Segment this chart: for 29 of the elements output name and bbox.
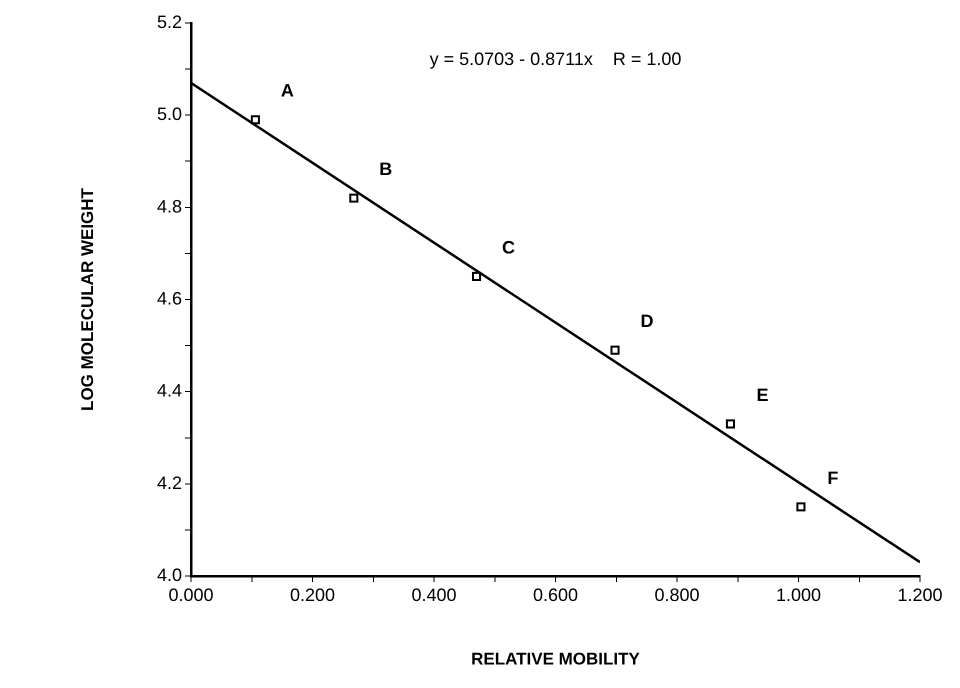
x-tick-label: 0.800 <box>654 584 700 605</box>
annotation: A <box>280 80 294 101</box>
x-axis-title: RELATIVE MOBILITY <box>471 649 641 668</box>
annotation: F <box>827 468 838 488</box>
point <box>726 419 735 428</box>
x-tick-label: 0.600 <box>532 584 578 605</box>
y-tick-label: 4.0 <box>156 564 182 585</box>
y-axis-title: LOG MOLECULAR WEIGHT <box>78 187 97 411</box>
annotation: D <box>640 311 654 332</box>
point <box>796 502 806 512</box>
y-tick-label: 4.4 <box>156 380 182 401</box>
y-tick-label: 4.2 <box>156 472 182 493</box>
point <box>472 272 482 281</box>
y-tick-label: 5.2 <box>156 12 182 32</box>
point <box>349 194 358 203</box>
annotation: y = 5.0703 - 0.8711x R = 1.00 <box>430 48 682 69</box>
y-tick-label: 4.8 <box>156 196 182 216</box>
y-tick-label: 4.6 <box>156 288 182 308</box>
annotation: C <box>502 237 516 258</box>
annotation: B <box>379 159 392 180</box>
point <box>610 346 620 355</box>
y-tick-label: 5.0 <box>156 104 182 124</box>
x-tick-label: 0.200 <box>290 584 336 605</box>
annotation: E <box>756 384 768 405</box>
point <box>250 115 260 124</box>
x-tick-label: 1.200 <box>897 584 943 605</box>
x-tick-label: 1.000 <box>776 584 822 605</box>
x-tick-label: 0.000 <box>168 584 214 605</box>
x-tick-label: 0.400 <box>411 584 457 605</box>
